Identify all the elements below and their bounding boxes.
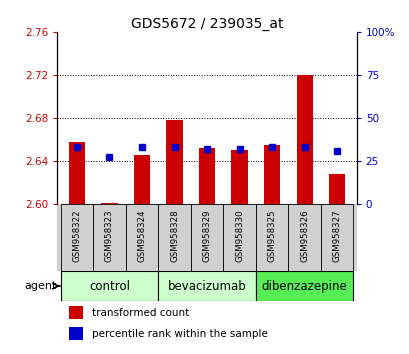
Text: transformed count: transformed count bbox=[92, 308, 189, 318]
Bar bbox=[198, 148, 215, 204]
Bar bbox=[231, 150, 247, 204]
Text: percentile rank within the sample: percentile rank within the sample bbox=[92, 329, 267, 339]
Bar bbox=[69, 306, 83, 319]
Bar bbox=[133, 155, 150, 204]
Text: control: control bbox=[89, 280, 130, 292]
Bar bbox=[166, 120, 182, 204]
Bar bbox=[255, 271, 353, 301]
Text: GSM958330: GSM958330 bbox=[234, 209, 243, 262]
Bar bbox=[158, 204, 190, 271]
Bar bbox=[61, 204, 93, 271]
Text: GSM958327: GSM958327 bbox=[332, 209, 341, 262]
Bar bbox=[288, 204, 320, 271]
Text: GSM958323: GSM958323 bbox=[105, 209, 114, 262]
Title: GDS5672 / 239035_at: GDS5672 / 239035_at bbox=[130, 17, 283, 31]
Bar bbox=[320, 204, 353, 271]
Bar bbox=[328, 174, 344, 204]
Text: GSM958325: GSM958325 bbox=[267, 209, 276, 262]
Bar bbox=[296, 75, 312, 204]
Text: GSM958324: GSM958324 bbox=[137, 209, 146, 262]
Text: dibenzazepine: dibenzazepine bbox=[261, 280, 347, 292]
Text: GSM958326: GSM958326 bbox=[299, 209, 308, 262]
Bar bbox=[93, 204, 126, 271]
Bar bbox=[158, 271, 255, 301]
Bar bbox=[101, 203, 117, 204]
Bar bbox=[69, 327, 83, 340]
Bar bbox=[190, 204, 223, 271]
Bar bbox=[126, 204, 158, 271]
Bar bbox=[255, 204, 288, 271]
Bar bbox=[263, 145, 280, 204]
Bar bbox=[69, 142, 85, 204]
Bar bbox=[61, 271, 158, 301]
Text: bevacizumab: bevacizumab bbox=[167, 280, 246, 292]
Text: agent: agent bbox=[24, 281, 56, 291]
Text: GSM958329: GSM958329 bbox=[202, 209, 211, 262]
Bar bbox=[223, 204, 255, 271]
Text: GSM958328: GSM958328 bbox=[170, 209, 179, 262]
Text: GSM958322: GSM958322 bbox=[72, 209, 81, 262]
